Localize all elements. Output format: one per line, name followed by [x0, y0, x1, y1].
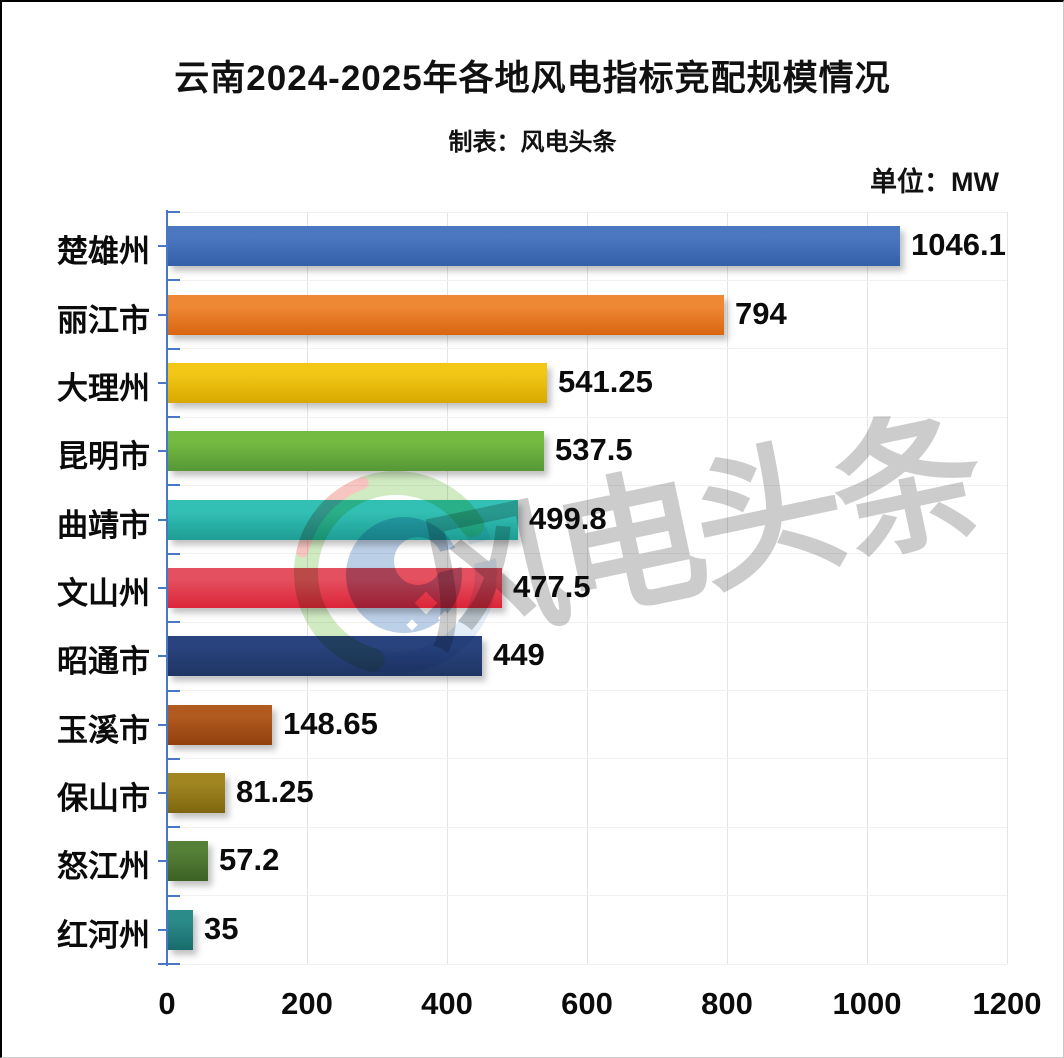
- axis-category-tick: [158, 381, 167, 384]
- axis-boundary-tick: [167, 211, 180, 213]
- bar: [168, 841, 208, 882]
- gridline-horizontal: [167, 279, 1007, 281]
- value-label: 1046.1: [911, 227, 1006, 263]
- value-label: 794: [735, 295, 787, 331]
- axis-boundary-tick: [167, 689, 180, 692]
- category-label: 大理州: [57, 370, 150, 406]
- gridline-horizontal: [167, 621, 1007, 623]
- axis-category-tick: [158, 860, 167, 863]
- gridline-horizontal: [167, 826, 1007, 828]
- axis-boundary-tick: [167, 826, 180, 829]
- axis-boundary-tick: [167, 484, 180, 487]
- axis-boundary-tick: [167, 757, 180, 760]
- bar: [168, 568, 502, 608]
- value-label: 541.25: [558, 363, 653, 399]
- axis-category-tick: [158, 245, 167, 248]
- axis-boundary-tick: [167, 621, 180, 624]
- axis-category-tick: [158, 587, 167, 589]
- value-label: 57.2: [219, 842, 280, 878]
- bar: [168, 226, 900, 267]
- bar: [168, 431, 544, 472]
- bar: [168, 636, 482, 677]
- x-axis-tick-label: 1200: [972, 986, 1042, 1021]
- value-label: 35: [204, 910, 239, 946]
- x-axis-tick-label: 200: [281, 986, 333, 1021]
- gridline-horizontal: [167, 758, 1007, 760]
- x-axis-tick-label: 600: [561, 986, 613, 1021]
- category-label: 丽江市: [57, 302, 150, 338]
- gridline-horizontal: [167, 348, 1007, 350]
- axis-boundary-tick: [167, 552, 180, 555]
- axis-category-tick: [158, 655, 167, 658]
- gridline-vertical: [586, 212, 588, 964]
- value-label: 449: [493, 637, 545, 673]
- gridline-vertical: [866, 212, 868, 964]
- gridline-vertical: [726, 212, 728, 964]
- bar: [168, 773, 225, 814]
- x-axis-tick-label: 400: [421, 986, 473, 1021]
- bar: [168, 909, 193, 950]
- category-label: 红河州: [57, 917, 150, 953]
- category-label: 玉溪市: [57, 712, 150, 748]
- axis-boundary-tick: [167, 279, 180, 282]
- chart-subtitle: 制表：风电头条: [448, 129, 617, 156]
- axis-category-tick: [158, 450, 167, 453]
- axis-category-tick: [158, 928, 167, 931]
- gridline-horizontal: [167, 895, 1007, 897]
- axis-category-tick: [158, 723, 167, 726]
- gridline-horizontal: [167, 211, 1007, 213]
- unit-label: 单位：MW: [870, 167, 999, 197]
- y-axis-line: [166, 210, 168, 966]
- category-label: 怒江州: [57, 849, 150, 885]
- x-axis-tick-label: 0: [158, 986, 176, 1021]
- x-axis-tick-label: 1000: [832, 986, 902, 1021]
- axis-category-tick: [158, 313, 167, 316]
- axis-boundary-tick: [167, 347, 180, 350]
- value-label: 477.5: [513, 569, 591, 604]
- value-label: 499.8: [529, 500, 607, 536]
- x-axis-tick-label: 800: [701, 986, 753, 1021]
- category-label: 曲靖市: [57, 507, 150, 543]
- axis-boundary-tick: [158, 963, 180, 965]
- value-label: 537.5: [555, 432, 633, 468]
- chart-title: 云南2024-2025年各地风电指标竞配规模情况: [174, 59, 891, 98]
- axis-boundary-tick: [167, 416, 180, 419]
- axis-category-tick: [158, 518, 167, 521]
- category-label: 文山州: [57, 576, 150, 611]
- category-label: 保山市: [57, 781, 150, 817]
- category-label: 昭通市: [57, 644, 150, 680]
- gridline-horizontal: [167, 416, 1007, 418]
- gridline-vertical: [1006, 212, 1008, 964]
- bar: [168, 362, 547, 403]
- value-label: 81.25: [236, 774, 314, 810]
- category-label: 昆明市: [57, 439, 150, 475]
- gridline-horizontal: [167, 484, 1007, 486]
- bar: [168, 499, 518, 540]
- bar: [168, 704, 272, 745]
- axis-boundary-tick: [167, 894, 180, 897]
- gridline-horizontal: [167, 690, 1007, 692]
- value-label: 148.65: [283, 705, 378, 741]
- category-label: 楚雄州: [57, 234, 150, 270]
- axis-category-tick: [158, 792, 167, 795]
- gridline-horizontal: [167, 963, 1007, 965]
- bar: [168, 294, 724, 335]
- gridline-horizontal: [167, 553, 1007, 555]
